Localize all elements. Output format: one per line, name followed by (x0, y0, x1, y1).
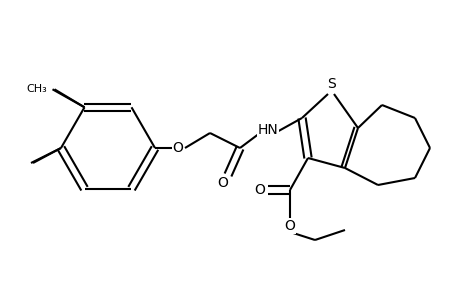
Text: CH₃: CH₃ (27, 84, 47, 94)
Text: O: O (217, 176, 228, 190)
Text: O: O (254, 183, 265, 197)
Text: O: O (284, 219, 295, 233)
Text: O: O (172, 141, 183, 155)
Text: HN: HN (257, 123, 278, 137)
Text: S: S (327, 77, 336, 91)
